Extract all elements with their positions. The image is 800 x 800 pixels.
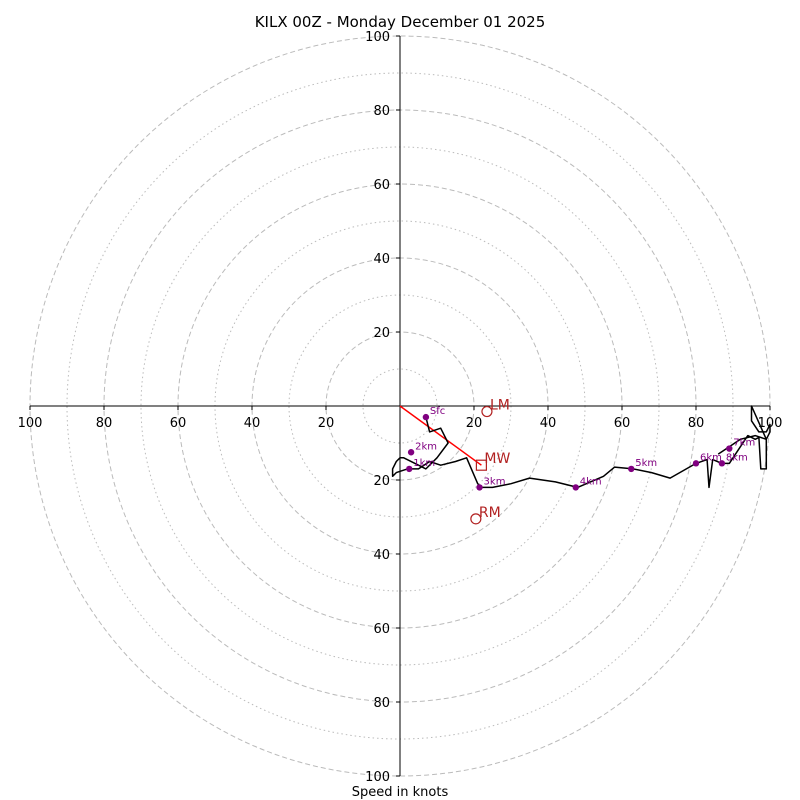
height-marker-dot <box>407 449 415 456</box>
motion-marker-label: RM <box>479 505 501 521</box>
motion-marker-circle <box>470 513 482 525</box>
height-marker-dot <box>406 465 413 473</box>
y-tick-label: 40 <box>373 548 390 563</box>
x-tick-label: 40 <box>244 416 261 431</box>
x-tick-label: 60 <box>170 416 187 431</box>
height-marker-label: 2km <box>415 441 437 452</box>
mean-wind-vector <box>399 405 482 466</box>
chart-title: KILX 00Z - Monday December 01 2025 <box>255 13 546 31</box>
height-marker-dot <box>572 484 579 491</box>
x-tick-label: 80 <box>688 416 705 431</box>
height-marker-label: 1km <box>413 458 435 469</box>
x-tick-label: 80 <box>96 416 113 431</box>
y-tick-label: 60 <box>373 622 390 637</box>
height-marker-dot <box>718 460 726 467</box>
height-marker-label: 3km <box>484 476 506 487</box>
motion-marker-circle <box>481 405 493 418</box>
y-tick-label: 80 <box>373 696 390 711</box>
y-tick-label: 60 <box>373 178 390 193</box>
y-tick-label: 100 <box>365 770 390 785</box>
y-tick-label: 100 <box>365 30 390 45</box>
y-tick-label: 20 <box>373 474 390 489</box>
height-marker-label: 8km <box>726 452 748 463</box>
motion-marker-label: MW <box>484 451 510 467</box>
height-marker-dot <box>726 445 733 452</box>
height-marker-label: Sfc <box>430 406 445 417</box>
height-marker-dot <box>476 484 483 491</box>
x-tick-label: 20 <box>318 416 335 431</box>
height-marker-dot <box>692 460 700 467</box>
storm-motion-markers: LM MW RM <box>470 398 510 525</box>
x-tick-label: 100 <box>18 416 43 431</box>
trace-line <box>391 405 771 489</box>
x-tick-label: 100 <box>758 416 783 431</box>
motion-marker-square <box>475 459 487 471</box>
x-tick-label: 20 <box>466 416 483 431</box>
height-marker-label: 6km <box>700 452 722 463</box>
height-marker-dot <box>422 413 430 421</box>
y-tick-label: 20 <box>373 326 390 341</box>
x-axis-label: Speed in knots <box>352 785 449 800</box>
height-marker-label: 4km <box>580 476 602 487</box>
x-tick-label: 40 <box>540 416 557 431</box>
height-markers: Sfc 1km 2km 3km 4km 5km 6km 7km 8km <box>406 406 755 491</box>
mean-wind-line <box>399 405 482 466</box>
y-tick-label: 40 <box>373 252 390 267</box>
motion-marker-label: LM <box>490 398 510 414</box>
height-marker-label: 5km <box>635 458 657 469</box>
height-marker-label: 7km <box>733 438 755 449</box>
x-tick-label: 60 <box>614 416 631 431</box>
hodograph-trace <box>391 405 771 489</box>
y-tick-label: 80 <box>373 104 390 119</box>
height-marker-dot <box>628 465 635 473</box>
tick-labels: 100 80 60 40 20 20 40 60 80 100 20 40 60 80 100 20 40 60 8… <box>18 30 783 785</box>
